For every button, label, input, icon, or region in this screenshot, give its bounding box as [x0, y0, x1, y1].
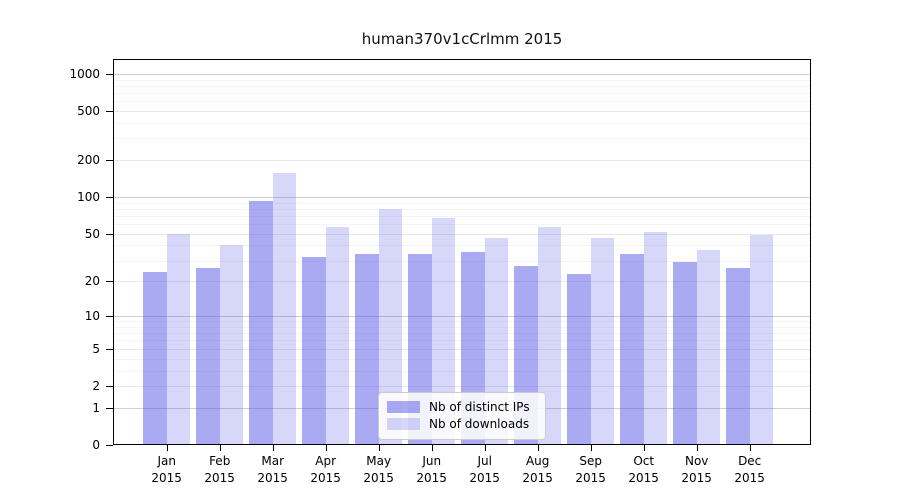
legend-item-distinct-ips: Nb of distinct IPs: [387, 399, 537, 415]
bar-downloads-jan: [166, 233, 191, 444]
x-tick-mark: [272, 445, 274, 451]
bar-downloads-may: [378, 208, 403, 444]
x-tick-label: May 2015: [363, 454, 394, 485]
minor-gridline: [114, 224, 810, 226]
y-tick-mark: [106, 407, 113, 409]
bar-distinct-ips-may: [355, 253, 379, 444]
x-tick-mark: [537, 445, 539, 451]
y-tick-mark: [106, 111, 113, 113]
minor-gridline: [114, 92, 810, 94]
major-gridline: [114, 111, 810, 113]
bar-downloads-feb: [219, 245, 244, 444]
x-tick-label: Jun 2015: [416, 454, 447, 485]
legend-item-downloads: Nb of downloads: [387, 416, 537, 432]
legend-swatch-downloads: [387, 418, 420, 430]
minor-gridline: [114, 79, 810, 81]
legend-swatch-distinct-ips: [387, 401, 420, 413]
x-tick-label: Feb 2015: [204, 454, 235, 485]
x-tick-mark: [643, 445, 645, 451]
y-tick-label: 0: [92, 438, 100, 452]
y-tick-mark: [106, 281, 113, 283]
x-tick-label: Jul 2015: [469, 454, 500, 485]
plot-area: [113, 59, 811, 445]
minor-gridline: [114, 85, 810, 87]
minor-gridline: [114, 122, 810, 124]
x-tick-mark: [166, 445, 168, 451]
bar-downloads-jun: [431, 218, 456, 444]
bar-distinct-ips-feb: [196, 267, 220, 444]
y-tick-mark: [106, 73, 113, 75]
y-tick-label: 200: [77, 153, 100, 168]
y-tick-mark: [106, 385, 113, 387]
bar-distinct-ips-dec: [726, 267, 750, 444]
y-tick-label: 20: [84, 274, 100, 289]
y-tick-mark: [106, 197, 113, 199]
x-tick-label: Oct 2015: [628, 454, 659, 485]
x-tick-label: Sep 2015: [575, 454, 606, 485]
x-tick-mark: [484, 445, 486, 451]
x-tick-label: Apr 2015: [310, 454, 341, 485]
minor-gridline: [114, 138, 810, 140]
bar-distinct-ips-nov: [673, 262, 697, 444]
bar-distinct-ips-mar: [249, 201, 273, 444]
bar-downloads-nov: [696, 249, 721, 444]
legend: Nb of distinct IPs Nb of downloads: [378, 392, 546, 440]
bar-downloads-oct: [643, 231, 668, 444]
bar-distinct-ips-sep: [567, 274, 591, 444]
y-tick-mark: [106, 160, 113, 162]
bar-downloads-aug: [537, 226, 562, 444]
legend-label-distinct-ips: Nb of distinct IPs: [429, 400, 530, 414]
x-tick-label: Dec 2015: [734, 454, 765, 485]
y-tick-label: 2: [92, 378, 100, 393]
minor-gridline: [114, 202, 810, 204]
y-tick-mark: [106, 445, 113, 446]
minor-gridline: [114, 215, 810, 217]
major-gridline: [114, 73, 810, 75]
y-tick-label: 5: [92, 341, 100, 356]
x-tick-mark: [219, 445, 221, 451]
y-tick-label: 50: [84, 226, 100, 241]
y-tick-label: 500: [77, 104, 100, 119]
x-tick-mark: [696, 445, 698, 451]
bar-downloads-mar: [272, 172, 297, 444]
minor-gridline: [114, 101, 810, 103]
x-tick-mark: [378, 445, 380, 451]
x-tick-label: Mar 2015: [257, 454, 288, 485]
bar-downloads-apr: [325, 226, 350, 444]
major-gridline: [114, 197, 810, 199]
y-tick-mark: [106, 348, 113, 350]
y-tick-label: 10: [84, 309, 100, 324]
y-tick-label: 1000: [69, 66, 100, 81]
x-tick-mark: [590, 445, 592, 451]
bar-downloads-dec: [749, 234, 774, 444]
y-tick-label: 1: [92, 400, 100, 415]
major-gridline: [114, 160, 810, 162]
legend-label-downloads: Nb of downloads: [429, 417, 530, 431]
minor-gridline: [114, 208, 810, 210]
x-tick-mark: [325, 445, 327, 451]
y-tick-mark: [106, 316, 113, 318]
bar-distinct-ips-oct: [620, 253, 644, 444]
x-tick-label: Jan 2015: [151, 454, 182, 485]
x-tick-label: Aug 2015: [522, 454, 553, 485]
y-tick-mark: [106, 233, 113, 235]
bar-distinct-ips-jan: [143, 272, 167, 444]
bar-distinct-ips-apr: [302, 257, 326, 444]
major-gridline: [114, 233, 810, 235]
y-tick-label: 100: [77, 190, 100, 205]
chart-title: human370v1cCrlmm 2015: [361, 30, 563, 48]
x-tick-label: Nov 2015: [681, 454, 712, 485]
x-tick-mark: [431, 445, 433, 451]
minor-gridline: [114, 245, 810, 247]
bar-downloads-sep: [590, 238, 615, 444]
x-tick-mark: [749, 445, 751, 451]
